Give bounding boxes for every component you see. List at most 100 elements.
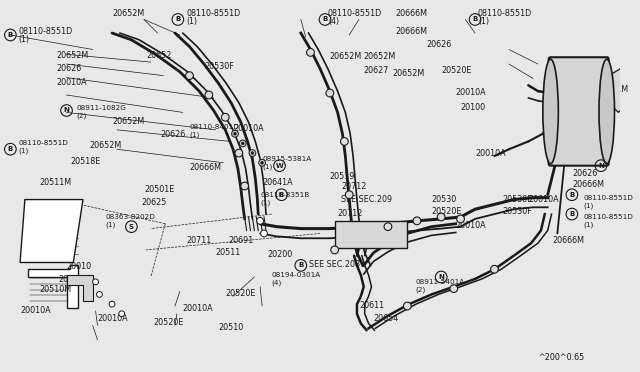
Text: (1): (1) (18, 35, 29, 44)
Text: 20010: 20010 (67, 263, 92, 272)
Text: 08110-8551D: 08110-8551D (18, 140, 68, 145)
Text: 20010A: 20010A (475, 149, 506, 158)
Circle shape (221, 113, 229, 121)
Circle shape (97, 292, 102, 297)
Text: (1): (1) (584, 202, 594, 209)
Text: (2): (2) (76, 112, 86, 119)
Text: 20010A: 20010A (97, 314, 128, 323)
Text: 20712: 20712 (342, 182, 367, 191)
Text: 20520E: 20520E (225, 289, 255, 298)
Circle shape (307, 48, 314, 56)
Circle shape (232, 130, 238, 137)
Circle shape (205, 91, 212, 99)
Text: 08110-8551D: 08110-8551D (18, 27, 72, 36)
Text: 20626: 20626 (572, 169, 597, 177)
Text: 20711: 20711 (187, 236, 212, 246)
Text: 20626: 20626 (161, 130, 186, 139)
Text: 20010A: 20010A (20, 306, 51, 315)
Ellipse shape (543, 59, 558, 164)
Circle shape (491, 265, 499, 273)
Text: 20666M: 20666M (552, 236, 584, 246)
Text: 20530F: 20530F (502, 207, 532, 216)
Text: N: N (598, 163, 604, 169)
Circle shape (241, 142, 244, 145)
Text: 20010D: 20010D (59, 275, 90, 284)
Text: 20666M: 20666M (396, 9, 428, 18)
Bar (335, 221, 407, 248)
Circle shape (326, 89, 333, 97)
Text: 08110-8551D: 08110-8551D (328, 9, 382, 18)
Circle shape (259, 159, 266, 166)
Text: 20656: 20656 (572, 156, 597, 165)
Text: (1): (1) (189, 132, 200, 138)
Circle shape (109, 301, 115, 307)
Text: 20652M: 20652M (330, 52, 362, 61)
Text: SEE SEC.209: SEE SEC.209 (342, 195, 392, 204)
Text: W: W (276, 163, 284, 169)
Text: B: B (472, 16, 477, 22)
Text: 20652: 20652 (146, 51, 172, 60)
Text: 08110-8551D: 08110-8551D (187, 9, 241, 18)
Text: 20501E: 20501E (144, 185, 174, 194)
Circle shape (239, 140, 246, 147)
Text: 20666M: 20666M (572, 180, 604, 189)
Polygon shape (28, 265, 78, 308)
Circle shape (346, 191, 353, 199)
Circle shape (384, 223, 392, 231)
Circle shape (257, 218, 264, 224)
Text: (4): (4) (328, 17, 339, 26)
Text: 20627: 20627 (364, 66, 389, 75)
Circle shape (249, 150, 256, 157)
Text: 20200: 20200 (267, 250, 292, 259)
Text: 20510: 20510 (218, 324, 244, 333)
Text: 20010A: 20010A (456, 221, 486, 230)
Text: B: B (8, 146, 13, 152)
Text: 20100: 20100 (461, 103, 486, 112)
Circle shape (251, 152, 254, 154)
Text: 20520E: 20520E (431, 207, 462, 216)
Text: (1): (1) (262, 164, 273, 170)
Text: 08110-8551D: 08110-8551D (584, 214, 634, 220)
Text: 20010A: 20010A (528, 195, 559, 204)
Text: (1): (1) (478, 17, 489, 26)
Circle shape (186, 72, 193, 80)
Text: 20520E: 20520E (154, 318, 184, 327)
Polygon shape (607, 78, 635, 108)
Text: 20666M: 20666M (189, 163, 221, 172)
Text: 08110-8551D: 08110-8551D (584, 195, 634, 201)
Text: 20611: 20611 (359, 301, 384, 310)
Text: 20652M: 20652M (90, 141, 122, 150)
FancyBboxPatch shape (548, 57, 609, 166)
Text: 20626: 20626 (427, 40, 452, 49)
Circle shape (260, 161, 264, 164)
Text: 08194-0301A: 08194-0301A (272, 272, 321, 278)
Text: (1): (1) (18, 147, 28, 154)
Text: 20518E: 20518E (70, 157, 100, 166)
Text: 20654: 20654 (373, 314, 399, 323)
Circle shape (235, 149, 243, 157)
Circle shape (437, 213, 445, 221)
Text: ^200^0.65: ^200^0.65 (538, 353, 584, 362)
Text: (1): (1) (260, 199, 271, 206)
Circle shape (457, 215, 465, 223)
Text: 20641A: 20641A (262, 178, 292, 187)
Circle shape (340, 138, 348, 145)
Text: 20691: 20691 (228, 236, 253, 246)
Text: N: N (63, 108, 70, 113)
Text: 20666M: 20666M (396, 27, 428, 36)
Text: N: N (438, 274, 444, 280)
Circle shape (260, 230, 268, 237)
Text: 20530E: 20530E (502, 195, 532, 204)
Text: B: B (175, 16, 180, 22)
Text: 08363-8202D: 08363-8202D (105, 214, 155, 220)
Text: 08911-1082G: 08911-1082G (76, 105, 126, 111)
Text: SEE SEC.208: SEE SEC.208 (308, 260, 360, 269)
Text: B: B (8, 32, 13, 38)
Text: B: B (298, 262, 303, 268)
Text: 20626: 20626 (57, 64, 82, 73)
Text: 20625: 20625 (141, 198, 166, 206)
Text: 20652M: 20652M (393, 69, 425, 78)
Text: 20010A: 20010A (182, 304, 213, 313)
Circle shape (331, 246, 339, 254)
Text: 20712: 20712 (337, 209, 363, 218)
